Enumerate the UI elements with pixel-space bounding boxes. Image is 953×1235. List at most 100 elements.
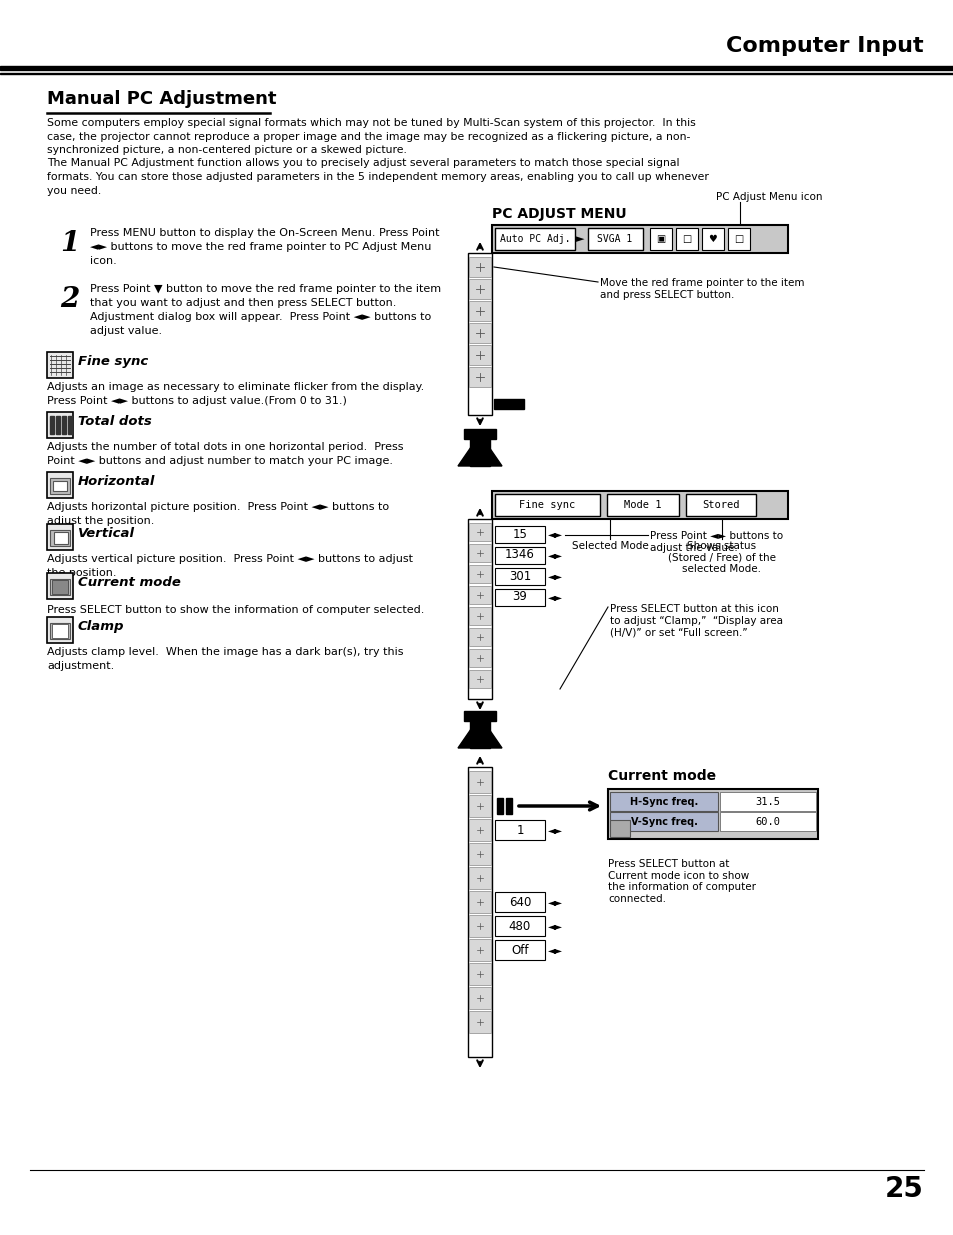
Text: synchronized picture, a non-centered picture or a skewed picture.: synchronized picture, a non-centered pic… [47, 144, 406, 156]
Text: 480: 480 [508, 920, 531, 932]
Text: Total dots: Total dots [78, 415, 152, 429]
Text: The Manual PC Adjustment function allows you to precisely adjust several paramet: The Manual PC Adjustment function allows… [47, 158, 679, 168]
Text: Current mode: Current mode [78, 576, 181, 589]
Text: Selected Mode: Selected Mode [571, 541, 648, 551]
Text: formats. You can store those adjusted parameters in the 5 independent memory are: formats. You can store those adjusted pa… [47, 172, 708, 182]
Bar [47, 472, 73, 498]
Text: Press SELECT button at
Current mode icon to show
the information of computer
con: Press SELECT button at Current mode icon… [607, 860, 755, 904]
Text: ◄►: ◄► [547, 825, 562, 835]
Text: 1: 1 [60, 230, 79, 257]
Bar [676, 228, 698, 249]
Bar [52, 580, 68, 594]
Text: ◄►: ◄► [547, 945, 562, 955]
Bar [463, 711, 496, 721]
Bar [469, 629, 491, 646]
Bar [469, 771, 491, 793]
Bar [53, 480, 67, 492]
Bar [54, 532, 68, 543]
Text: □: □ [734, 233, 742, 245]
Text: Manual PC Adjustment: Manual PC Adjustment [47, 90, 276, 107]
Bar [495, 526, 544, 543]
Bar [720, 811, 815, 831]
Text: PC ADJUST MENU: PC ADJUST MENU [492, 207, 626, 221]
Text: Current mode: Current mode [607, 769, 716, 783]
Bar [469, 915, 491, 937]
Text: H-Sync freq.: H-Sync freq. [629, 797, 698, 806]
Bar [52, 624, 68, 638]
Text: 25: 25 [884, 1174, 923, 1203]
Bar [609, 792, 718, 811]
Text: Clamp: Clamp [78, 620, 125, 634]
Bar [649, 228, 671, 249]
Bar [469, 301, 491, 321]
Text: V-Sync freq.: V-Sync freq. [630, 818, 697, 827]
Text: Shows status
(Stored / Free) of the
selected Mode.: Shows status (Stored / Free) of the sele… [667, 541, 775, 574]
Bar [492, 492, 787, 519]
Text: you need.: you need. [47, 185, 101, 195]
Bar [50, 579, 70, 595]
Bar [505, 798, 512, 814]
Bar [469, 844, 491, 864]
Text: that you want to adjust and then press SELECT button.: that you want to adjust and then press S… [90, 298, 395, 308]
Text: 2: 2 [60, 287, 79, 312]
Bar [495, 568, 544, 585]
Bar [495, 940, 544, 960]
Text: Press MENU button to display the On-Screen Menu. Press Point: Press MENU button to display the On-Scre… [90, 228, 439, 238]
Bar [56, 416, 60, 433]
Text: 15: 15 [512, 527, 527, 541]
Text: ◄►: ◄► [547, 550, 562, 559]
Text: Auto PC Adj.: Auto PC Adj. [499, 233, 570, 245]
Bar [495, 494, 599, 516]
Text: Press SELECT button at this icon
to adjust “Clamp,”  “Display area
(H/V)” or set: Press SELECT button at this icon to adju… [609, 604, 782, 637]
Bar [492, 225, 787, 253]
Text: 31.5: 31.5 [755, 797, 780, 806]
Text: 301: 301 [508, 569, 531, 583]
Text: ◄► buttons to move the red frame pointer to PC Adjust Menu: ◄► buttons to move the red frame pointer… [90, 242, 431, 252]
Text: Fine sync: Fine sync [518, 500, 575, 510]
Text: 1: 1 [516, 824, 523, 836]
Text: adjust value.: adjust value. [90, 326, 162, 336]
Bar [469, 867, 491, 889]
Bar [495, 916, 544, 936]
Bar [469, 963, 491, 986]
Bar [68, 416, 71, 433]
Bar [50, 530, 70, 546]
Bar [469, 345, 491, 366]
Text: Off: Off [511, 944, 528, 956]
Bar [606, 494, 679, 516]
Bar [47, 618, 73, 643]
Bar [497, 798, 502, 814]
Text: adjust the position.: adjust the position. [47, 516, 154, 526]
Bar [609, 811, 718, 831]
Text: Press Point ◄► buttons to
adjust the value.: Press Point ◄► buttons to adjust the val… [649, 531, 782, 552]
Text: Fine sync: Fine sync [78, 354, 148, 368]
Bar [469, 606, 491, 625]
Text: ◄►: ◄► [547, 897, 562, 906]
Text: Adjusts horizontal picture position.  Press Point ◄► buttons to: Adjusts horizontal picture position. Pre… [47, 501, 389, 513]
Bar [468, 253, 492, 415]
Text: ◄►: ◄► [547, 921, 562, 931]
Text: Computer Input: Computer Input [725, 36, 923, 56]
Text: the position.: the position. [47, 568, 116, 578]
Bar [469, 987, 491, 1009]
Bar [50, 416, 54, 433]
Text: Adjustment dialog box will appear.  Press Point ◄► buttons to: Adjustment dialog box will appear. Press… [90, 312, 431, 322]
Text: Vertical: Vertical [78, 527, 135, 540]
Text: Press SELECT button to show the information of computer selected.: Press SELECT button to show the informat… [47, 605, 424, 615]
Text: PC Adjust Menu icon: PC Adjust Menu icon [716, 191, 821, 203]
Bar [47, 573, 73, 599]
Text: Move the red frame pointer to the item
and press SELECT button.: Move the red frame pointer to the item a… [599, 278, 803, 300]
Text: Press Point ▼ button to move the red frame pointer to the item: Press Point ▼ button to move the red fra… [90, 284, 440, 294]
Polygon shape [457, 716, 501, 748]
Bar [469, 650, 491, 667]
Bar [720, 792, 815, 811]
Bar [470, 713, 490, 748]
Bar [469, 795, 491, 818]
Bar [470, 431, 490, 466]
Text: 39: 39 [512, 590, 527, 604]
Bar [468, 767, 492, 1057]
Text: adjustment.: adjustment. [47, 661, 114, 671]
Bar [62, 416, 66, 433]
Text: icon.: icon. [90, 256, 116, 266]
Bar [50, 478, 70, 494]
